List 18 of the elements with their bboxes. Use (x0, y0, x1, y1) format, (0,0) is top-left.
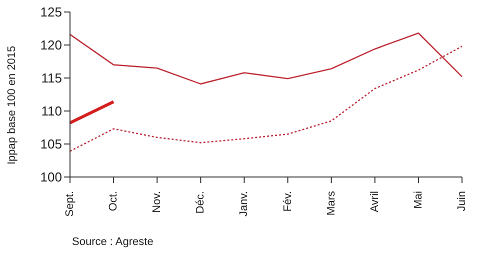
x-tick-label: Fév. (282, 191, 294, 212)
y-tick-label: 110 (41, 104, 62, 119)
x-tick-label: Mars (325, 190, 338, 216)
x-tick-label: Sept. (64, 191, 76, 217)
y-tick-label: 115 (41, 70, 62, 86)
x-tick-label: Janv. (238, 191, 250, 216)
x-tick-label: Déc. (194, 191, 207, 214)
y-tick-label: 120 (40, 38, 62, 53)
y-tick-label: 100 (40, 170, 62, 185)
y-axis-title: Ippap base 100 en 2015 (6, 46, 18, 164)
x-tick-label: Avril (368, 191, 381, 212)
x-tick-label: Juin (456, 191, 468, 212)
x-tick-label: Nov. (151, 191, 164, 213)
source-note: Source : Agreste (72, 236, 154, 248)
y-tick-label: 125 (40, 4, 62, 20)
x-tick-label: Mai (412, 191, 424, 209)
x-tick-label: Oct. (108, 191, 120, 212)
y-tick-label: 105 (40, 136, 62, 152)
